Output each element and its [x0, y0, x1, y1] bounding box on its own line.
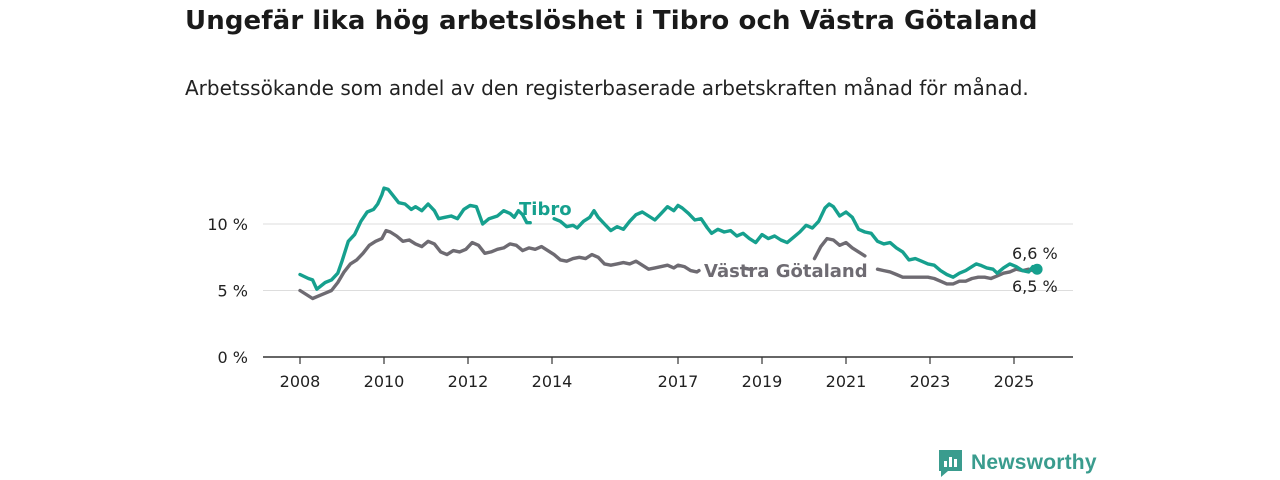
tibro-end-value-label: 6,6 %: [1012, 244, 1058, 263]
x-tick-label: 2019: [742, 372, 783, 391]
chart-subtitle: Arbetssökande som andel av den registerb…: [185, 76, 1029, 100]
x-tick-label: 2014: [532, 372, 573, 391]
x-axis: 2008 2010 2012 2014 2017 2019 2021 2023 2025: [263, 356, 1073, 391]
y-tick-label: 10 %: [207, 215, 248, 234]
chart-title: Ungefär lika hög arbetslöshet i Tibro oc…: [185, 6, 1038, 36]
vastra-gotaland-line: [298, 228, 1039, 301]
y-axis: 0 % 5 % 10 %: [207, 215, 248, 367]
tibro-series-label: Tibro: [519, 199, 572, 220]
x-tick-label: 2017: [658, 372, 699, 391]
gridlines: [263, 223, 1073, 291]
x-tick-label: 2010: [364, 372, 405, 391]
newsworthy-logo-icon: [939, 449, 962, 477]
y-tick-label: 0 %: [218, 348, 248, 367]
vastra-gotaland-end-value-label: 6,5 %: [1012, 277, 1058, 296]
y-tick-label: 5 %: [218, 282, 248, 301]
x-tick-label: 2021: [826, 372, 867, 391]
logo-text: Newsworthy: [971, 451, 1097, 474]
x-tick-label: 2025: [994, 372, 1035, 391]
x-tick-label: 2023: [910, 372, 951, 391]
vastra-gotaland-series-label: Västra Götaland: [704, 261, 868, 282]
tibro-line: [298, 186, 1039, 291]
series-lines: [298, 186, 1043, 301]
series-labels: Tibro Västra Götaland 6,6 % 6,5 %: [519, 199, 1058, 296]
x-tick-label: 2008: [280, 372, 321, 391]
newsworthy-logo: Newsworthy: [937, 448, 1097, 478]
x-tick-label: 2012: [448, 372, 489, 391]
tibro-end-marker: [1031, 263, 1043, 275]
